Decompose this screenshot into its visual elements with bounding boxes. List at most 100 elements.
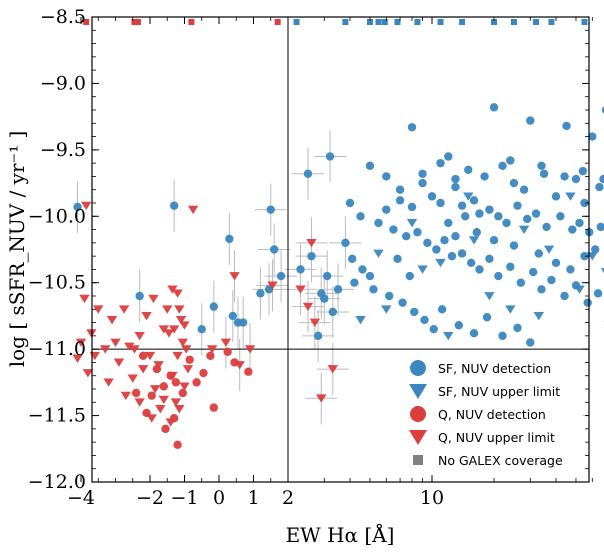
data-point	[86, 329, 97, 338]
data-point	[451, 182, 460, 192]
data-point	[159, 382, 168, 391]
data-point	[420, 315, 429, 325]
data-point	[187, 205, 199, 215]
data-point	[417, 265, 428, 274]
data-point	[593, 289, 603, 298]
data-point	[600, 268, 604, 274]
x-axis-label: EW Hα [Å]	[286, 522, 395, 547]
data-point	[179, 321, 190, 330]
data-point	[302, 302, 314, 312]
data-point	[171, 378, 181, 387]
data-point	[505, 305, 516, 314]
data-point	[373, 249, 384, 258]
data-point	[153, 361, 164, 370]
data-point	[406, 219, 418, 228]
data-point	[543, 245, 555, 254]
data-point	[209, 302, 219, 311]
data-point	[402, 232, 411, 241]
data-point	[518, 225, 530, 234]
data-point	[75, 338, 87, 347]
data-point	[244, 367, 253, 376]
data-point	[506, 156, 515, 165]
data-point	[457, 201, 467, 210]
data-point	[587, 252, 598, 261]
data-point	[132, 388, 141, 398]
data-point	[172, 289, 183, 298]
data-point	[313, 331, 323, 341]
data-point	[571, 174, 581, 184]
data-point	[327, 365, 339, 374]
data-point	[295, 285, 306, 294]
no-galex-marker	[533, 19, 540, 25]
data-point	[356, 212, 365, 221]
data-point	[276, 271, 286, 281]
data-point	[509, 241, 519, 250]
data-point	[469, 329, 479, 338]
data-point	[551, 192, 561, 201]
data-point	[192, 378, 201, 387]
data-point	[464, 165, 473, 174]
x-tick-label: −4	[67, 487, 95, 509]
y-tick-label: −12.0	[28, 471, 86, 493]
x-tick-label: 2	[282, 487, 294, 509]
data-point	[395, 185, 405, 194]
data-point	[444, 152, 453, 161]
data-point	[482, 313, 492, 322]
data-point	[451, 174, 460, 184]
data-point	[556, 212, 565, 221]
data-point	[134, 331, 145, 341]
data-point	[513, 323, 522, 333]
data-point	[234, 361, 245, 370]
data-point	[309, 318, 321, 327]
no-galex-marker	[459, 19, 466, 25]
data-point	[436, 198, 445, 208]
data-point	[162, 305, 173, 314]
data-point	[163, 329, 175, 338]
data-point	[566, 265, 575, 274]
data-point	[575, 218, 584, 228]
data-point	[485, 205, 494, 214]
x-tick-label: 10	[420, 487, 444, 509]
data-point	[423, 238, 432, 248]
data-point	[568, 225, 577, 234]
y-tick-label: −9.5	[40, 139, 86, 161]
data-point	[407, 202, 417, 212]
data-point	[345, 198, 355, 208]
no-galex-marker	[548, 19, 555, 25]
data-point	[325, 152, 335, 161]
data-point	[534, 249, 544, 258]
data-point	[551, 258, 561, 267]
data-point	[158, 395, 169, 405]
data-point	[509, 178, 519, 188]
data-markers	[72, 19, 604, 449]
data-point	[444, 218, 453, 228]
data-point	[526, 116, 535, 125]
data-point	[147, 391, 156, 400]
data-point	[158, 325, 169, 334]
data-point	[177, 338, 188, 347]
data-point	[80, 201, 92, 211]
data-point	[173, 440, 182, 449]
data-point	[355, 316, 366, 325]
data-point	[506, 262, 515, 271]
x-tick-label: −2	[136, 487, 164, 509]
legend-label: Q, NUV upper limit	[438, 430, 555, 445]
data-point	[137, 365, 149, 374]
data-point	[539, 169, 549, 178]
data-point	[93, 305, 104, 314]
data-point	[316, 394, 327, 403]
data-point	[454, 321, 464, 330]
no-galex-marker	[394, 19, 401, 25]
no-galex-marker	[414, 19, 421, 25]
data-point	[270, 245, 279, 254]
data-point	[437, 305, 447, 314]
data-point	[502, 218, 511, 228]
data-point	[134, 398, 145, 407]
data-point	[365, 271, 375, 281]
data-point	[306, 238, 317, 248]
data-point	[229, 272, 240, 281]
data-point	[99, 345, 111, 354]
data-point	[427, 192, 437, 201]
data-point	[468, 236, 480, 245]
data-point	[405, 271, 414, 281]
